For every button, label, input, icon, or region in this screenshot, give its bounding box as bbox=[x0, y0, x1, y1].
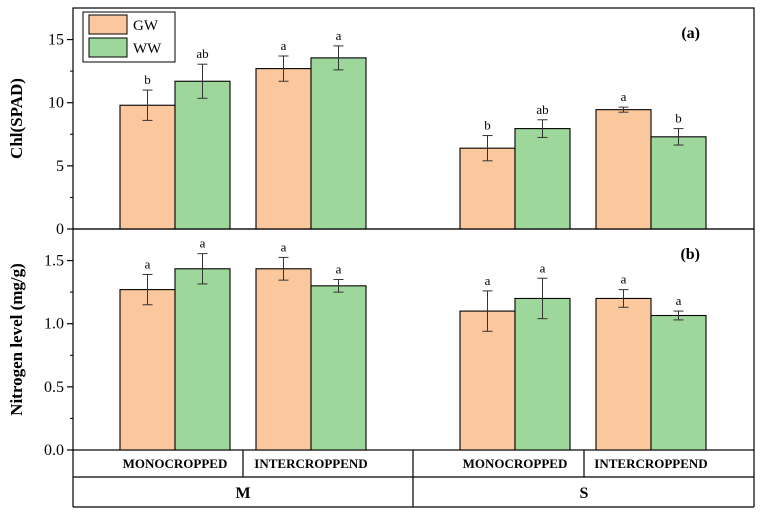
legend-swatch-WW bbox=[88, 37, 128, 58]
bar-b-GW-2 bbox=[459, 310, 516, 451]
bar-a-GW-3 bbox=[595, 109, 652, 230]
y-tick-label-b: 1.0 bbox=[44, 316, 64, 333]
category-label: INTERCROPPEND bbox=[594, 456, 707, 471]
significance-letter-a-WW-2: ab bbox=[536, 102, 548, 117]
y-tick-label-b: 0.0 bbox=[44, 442, 64, 459]
significance-letter-a-GW-0: b bbox=[144, 72, 151, 87]
bar-b-WW-2 bbox=[514, 297, 571, 451]
category-label: INTERCROPPEND bbox=[254, 456, 367, 471]
panel-b: 0.0 0.5 1.0 1.5 Nitrogen level (mg/g) (b) a a a a… bbox=[7, 228, 755, 459]
significance-letter-a-WW-3: b bbox=[675, 111, 682, 126]
significance-letter-b-WW-2: a bbox=[540, 260, 546, 275]
significance-letter-a-GW-1: a bbox=[281, 38, 287, 53]
significance-letter-b-GW-0: a bbox=[145, 256, 151, 271]
y-tick-label-a: 15 bbox=[48, 32, 64, 49]
bar-a-GW-1 bbox=[255, 68, 312, 230]
legend-swatch-GW bbox=[88, 14, 128, 35]
bar-a-GW-2 bbox=[459, 147, 516, 230]
category-label: MONOCROPPED bbox=[123, 456, 228, 471]
significance-letter-b-WW-0: a bbox=[200, 236, 206, 251]
group-label-S: S bbox=[580, 485, 589, 502]
panel-label-a: (a) bbox=[681, 25, 700, 42]
bar-b-WW-1 bbox=[310, 285, 367, 451]
bar-b-WW-3 bbox=[650, 314, 707, 451]
legend-label-GW: GW bbox=[133, 18, 159, 34]
bar-b-GW-1 bbox=[255, 268, 312, 451]
significance-letter-a-WW-0: ab bbox=[196, 46, 208, 61]
legend: GW WW bbox=[82, 11, 176, 63]
y-tick-label-b: 0.5 bbox=[44, 379, 64, 396]
bar-a-WW-2 bbox=[514, 128, 571, 230]
significance-letter-b-GW-3: a bbox=[621, 272, 627, 287]
y-tick-label-b: 1.5 bbox=[44, 253, 64, 270]
bar-b-GW-3 bbox=[595, 297, 652, 451]
y-axis-label-b: Nitrogen level (mg/g) bbox=[7, 263, 26, 416]
significance-letter-a-GW-3: a bbox=[621, 89, 627, 104]
category-label: MONOCROPPED bbox=[463, 456, 568, 471]
bar-a-WW-3 bbox=[650, 136, 707, 230]
significance-letter-b-WW-1: a bbox=[336, 262, 342, 277]
significance-letter-a-GW-2: b bbox=[484, 118, 491, 133]
bar-b-WW-0 bbox=[174, 268, 231, 451]
x-axis-categories: MONOCROPPED INTERCROPPEND MONOCROPPED INTER… bbox=[72, 450, 755, 508]
legend-label-WW: WW bbox=[133, 41, 162, 57]
significance-letter-a-WW-1: a bbox=[336, 28, 342, 43]
y-tick-label-a: 0 bbox=[56, 221, 64, 238]
significance-letter-b-GW-1: a bbox=[281, 239, 287, 254]
bar-b-GW-0 bbox=[119, 289, 176, 451]
significance-letter-b-GW-2: a bbox=[485, 273, 491, 288]
group-label-M: M bbox=[235, 485, 250, 502]
panel-label-b: (b) bbox=[680, 246, 700, 263]
y-tick-label-a: 5 bbox=[56, 158, 64, 175]
bar-a-WW-1 bbox=[310, 57, 367, 230]
significance-letter-b-WW-3: a bbox=[676, 293, 682, 308]
y-axis-label-a: Chl(SPAD) bbox=[7, 78, 26, 159]
bar-a-WW-0 bbox=[174, 80, 231, 230]
bar-a-GW-0 bbox=[119, 104, 176, 230]
y-tick-label-a: 10 bbox=[48, 95, 64, 112]
